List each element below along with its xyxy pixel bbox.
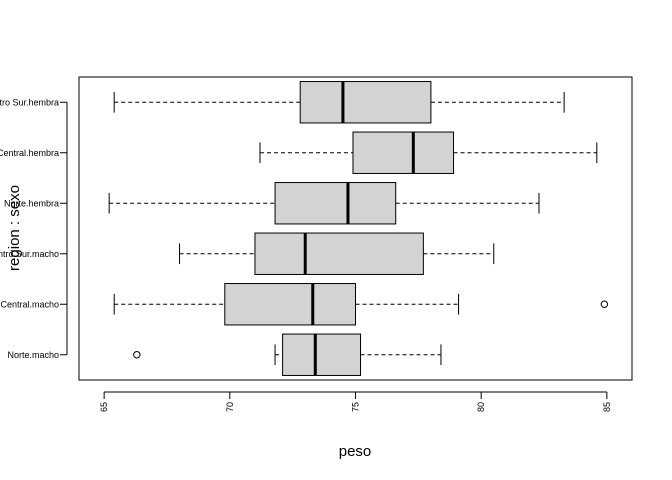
- y-axis: Norte.macho Centro Central.macho Centro Su…: [0, 97, 68, 360]
- x-tick-label: 85: [602, 402, 612, 412]
- box-5: [113, 81, 565, 124]
- box-4: [259, 131, 598, 174]
- box-iqr: [274, 182, 397, 225]
- x-tick-label: 70: [225, 402, 235, 412]
- box-iqr: [299, 81, 432, 124]
- x-tick-label: 75: [351, 402, 361, 412]
- y-tick-label: Centro Central.hembra: [0, 148, 59, 158]
- box-iqr: [224, 283, 356, 326]
- plot-area: [108, 81, 609, 376]
- box-2: [179, 232, 495, 275]
- x-tick-label: 65: [99, 402, 109, 412]
- x-axis-title: peso: [339, 443, 372, 460]
- plot-frame: [78, 76, 633, 381]
- box-3: [108, 182, 540, 225]
- x-axis: 65 70 75 80 85: [99, 391, 612, 412]
- y-axis-title: region : sexo: [6, 185, 23, 271]
- box-iqr: [352, 131, 455, 174]
- y-tick-label: Norte.macho: [7, 350, 59, 360]
- outlier-point: [600, 300, 609, 308]
- y-tick-label: Centro Sur.hembra: [0, 97, 59, 107]
- y-tick-label: Centro Sur.macho: [0, 249, 59, 259]
- y-tick-label: Norte.hembra: [4, 198, 59, 208]
- y-tick-label: Centro Central.macho: [0, 299, 59, 309]
- box-iqr: [254, 232, 424, 275]
- box-iqr: [282, 333, 362, 376]
- outlier-point: [133, 351, 141, 359]
- box-1: [113, 283, 609, 326]
- x-tick-label: 80: [476, 402, 486, 412]
- box-0: [133, 333, 442, 376]
